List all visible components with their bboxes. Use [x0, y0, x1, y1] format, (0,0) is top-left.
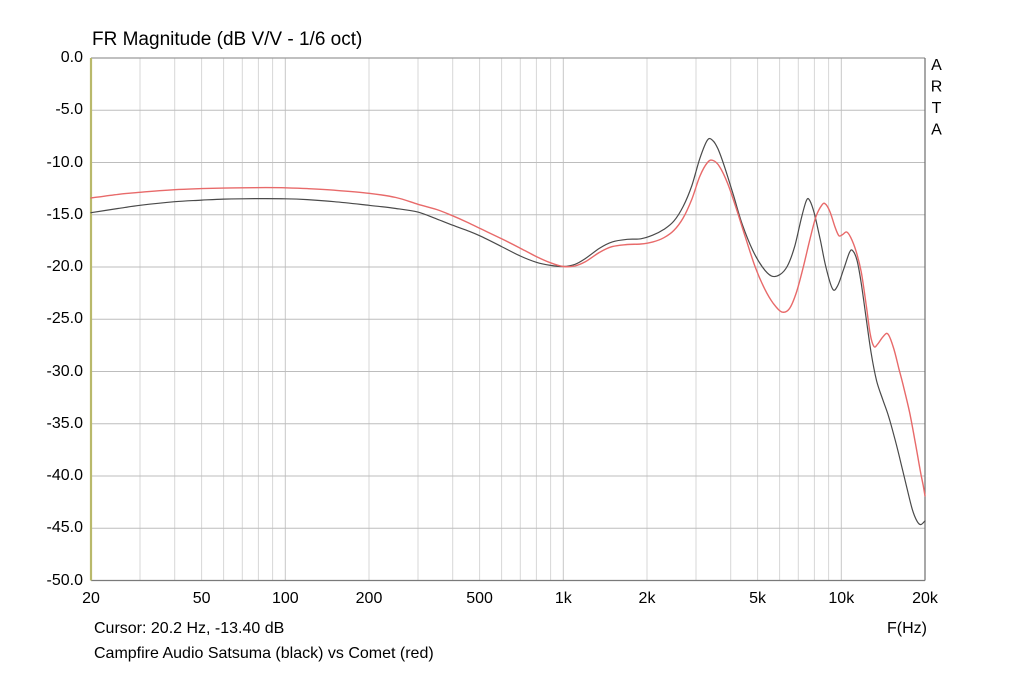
x-tick-label-2k: 2k [638, 590, 656, 607]
x-tick-label-1k: 1k [554, 590, 572, 607]
y-tick-label--40.0: -40.0 [46, 467, 83, 484]
y-tick-label--30.0: -30.0 [46, 362, 83, 380]
chart-title: FR Magnitude (dB V/V - 1/6 oct) [92, 29, 363, 50]
y-tick-label--20.0: -20.0 [46, 258, 83, 275]
curve-comet-red [90, 159, 926, 497]
y-tick-label--50.0: -50.0 [46, 571, 83, 589]
arta-watermark: ARTA [928, 57, 945, 143]
x-tick-label-20k: 20k [912, 590, 938, 607]
cursor-readout: Cursor: 20.2 Hz, -13.40 dB [94, 620, 285, 637]
x-tick-label-500: 500 [466, 590, 493, 607]
x-axis-unit-label: F(Hz) [887, 620, 927, 637]
x-tick-label-10k: 10k [828, 590, 855, 607]
x-tick-label-200: 200 [355, 590, 383, 607]
y-tick-label--5.0: -5.0 [55, 101, 83, 119]
x-tick-label-100: 100 [271, 590, 299, 607]
y-tick-label--10.0: -10.0 [46, 153, 83, 171]
y-tick-label--15.0: -15.0 [46, 205, 83, 223]
y-tick-label-0.0: 0.0 [60, 49, 83, 66]
y-tick-label--45.0: -45.0 [46, 519, 83, 537]
curve-satsuma-black [90, 137, 926, 526]
x-tick-label-50: 50 [192, 590, 211, 607]
y-tick-label--35.0: -35.0 [46, 414, 83, 432]
y-tick-label--25.0: -25.0 [46, 310, 83, 328]
x-tick-label-5k: 5k [749, 590, 767, 607]
x-tick-label-20: 20 [82, 590, 100, 607]
chart-caption: Campfire Audio Satsuma (black) vs Comet … [94, 645, 434, 662]
